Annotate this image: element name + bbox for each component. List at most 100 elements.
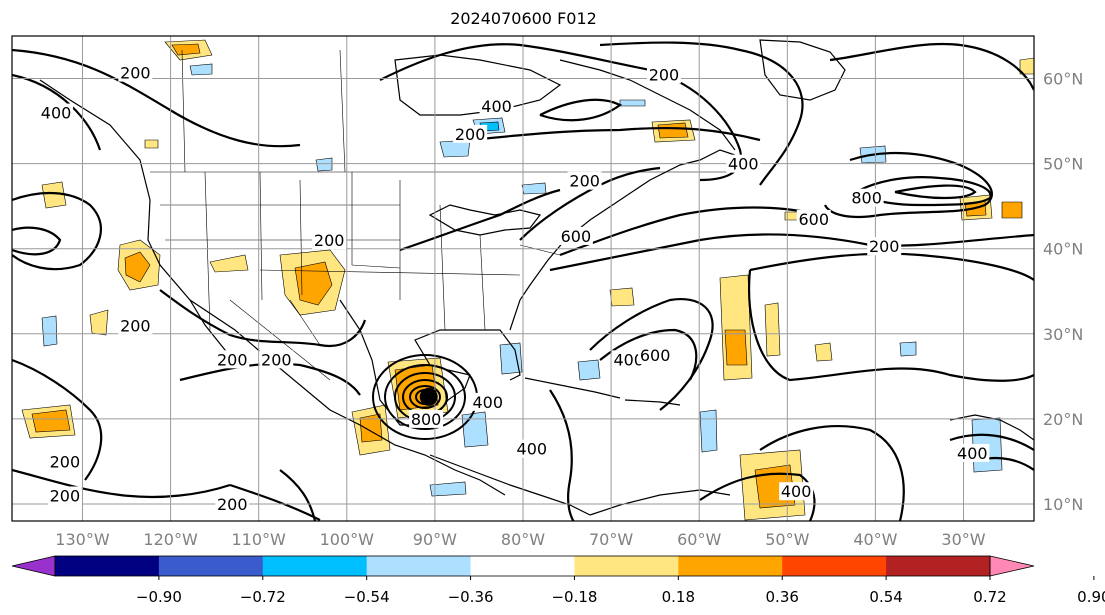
contour-label: 200 [261, 350, 292, 369]
contour-label-bg [867, 237, 902, 256]
colorbar-extend-high [989, 555, 1035, 577]
contour-label-bg [726, 154, 761, 173]
contour-label: 600 [640, 346, 671, 365]
colorbar-segment [366, 556, 472, 576]
lon-tick-label: 130°W [55, 530, 110, 549]
lon-tick-label: 60°W [677, 530, 721, 549]
fill-patch [429, 481, 467, 497]
fill-patch [41, 315, 58, 347]
contour-label: 400 [781, 482, 812, 501]
contour-label: 200 [120, 64, 151, 83]
colorbar-tick-label: 0.72 [973, 588, 1006, 606]
contour-line [12, 48, 301, 148]
contour-label: 400 [613, 350, 644, 369]
contour-label: 200 [120, 316, 151, 335]
chart-title: 2024070600 F012 [450, 9, 597, 28]
longitude-labels: 130°W 120°W 110°W 100°W 90°W 80°W 70°W 60°W 50°W… [55, 530, 985, 549]
east-coast [509, 149, 736, 331]
colorbar-frame [54, 555, 991, 577]
fill-patch [899, 341, 917, 357]
contour-label: 400 [41, 104, 72, 123]
contour-line [12, 192, 102, 271]
contour-label: 400 [472, 393, 503, 412]
contour-line [179, 362, 361, 396]
contour-label-bg [470, 392, 505, 411]
fill-patch [814, 342, 833, 362]
contour-line [469, 126, 761, 142]
colorbar-segment [158, 556, 264, 576]
lon-tick-label: 110°W [232, 530, 287, 549]
contour-line [549, 389, 575, 521]
contour-label: 200 [455, 125, 486, 144]
contour-label-bg [312, 231, 347, 250]
hispaniola [624, 399, 681, 406]
contour-label: 200 [217, 495, 248, 514]
contour-label-bg [47, 486, 82, 505]
contour-label-bg [453, 124, 488, 143]
contour-label-bg [409, 409, 444, 428]
contour-line [12, 226, 62, 256]
fill-patch [315, 157, 333, 172]
contour-label-bg [849, 188, 884, 207]
fill-patch [699, 409, 718, 453]
west-coast [39, 79, 506, 496]
contour-label-bg [567, 171, 602, 190]
contour-label: 200 [569, 172, 600, 191]
contour-line [699, 472, 816, 521]
fill-patch [31, 409, 71, 433]
lon-tick-label: 120°W [143, 530, 198, 549]
contour-label-bg [259, 350, 294, 369]
great-lakes [428, 204, 542, 236]
colorbar-tick-label: 0.90 [1077, 588, 1105, 606]
fill-patch [171, 43, 201, 56]
colorbar-segment [886, 556, 991, 576]
contour-label: 400 [517, 440, 548, 459]
contour-label-bg [39, 103, 74, 122]
fill-patch [209, 254, 249, 273]
contour-line [559, 206, 821, 257]
lat-tick-label: 20°N [1043, 410, 1083, 429]
contour-lines [12, 41, 1034, 521]
contour-label: 200 [217, 350, 248, 369]
contour-line [12, 358, 103, 481]
lon-tick-label: 70°W [589, 530, 633, 549]
colorbar-tick-label: 0.36 [766, 588, 799, 606]
lon-tick-label: 90°W [413, 530, 457, 549]
lat-tick-label: 40°N [1043, 240, 1083, 259]
contour-label-bg [558, 226, 593, 245]
colorbar-tick-label: −0.90 [136, 588, 182, 606]
lat-tick-label: 60°N [1043, 70, 1083, 89]
contour-line [829, 42, 1034, 91]
colorbar-tick-label: 0.54 [869, 588, 902, 606]
lat-tick-label: 50°N [1043, 155, 1083, 174]
contour-label: 400 [728, 155, 759, 174]
fill-patch [764, 302, 781, 357]
contour-label: 400 [957, 444, 988, 463]
colorbar-segment [574, 556, 679, 576]
contour-line [599, 41, 804, 186]
fill-patch [521, 182, 547, 195]
colorbar [11, 555, 1035, 577]
fill-patch [89, 309, 109, 336]
fill-patch [657, 122, 689, 139]
contour-label: 200 [869, 237, 900, 256]
contour-label-bg [611, 350, 646, 369]
contour-line [159, 289, 367, 348]
colorbar-tick-label: −0.18 [551, 588, 597, 606]
contour-line [379, 43, 743, 182]
fill-patch [144, 139, 159, 149]
contour-label: 200 [649, 65, 680, 84]
state-borders [150, 49, 740, 381]
colorbar-segment [678, 556, 783, 576]
africa-west [949, 414, 1034, 441]
contour-line [759, 424, 905, 521]
latitude-labels: 60°N 50°N 40°N 30°N 20°N 10°N [1043, 70, 1083, 514]
contour-label: 600 [561, 227, 592, 246]
lon-tick-label: 80°W [501, 530, 545, 549]
contour-line [229, 483, 321, 521]
contour-line [589, 297, 714, 411]
contour-line [599, 328, 698, 381]
fill-patch [619, 99, 646, 107]
